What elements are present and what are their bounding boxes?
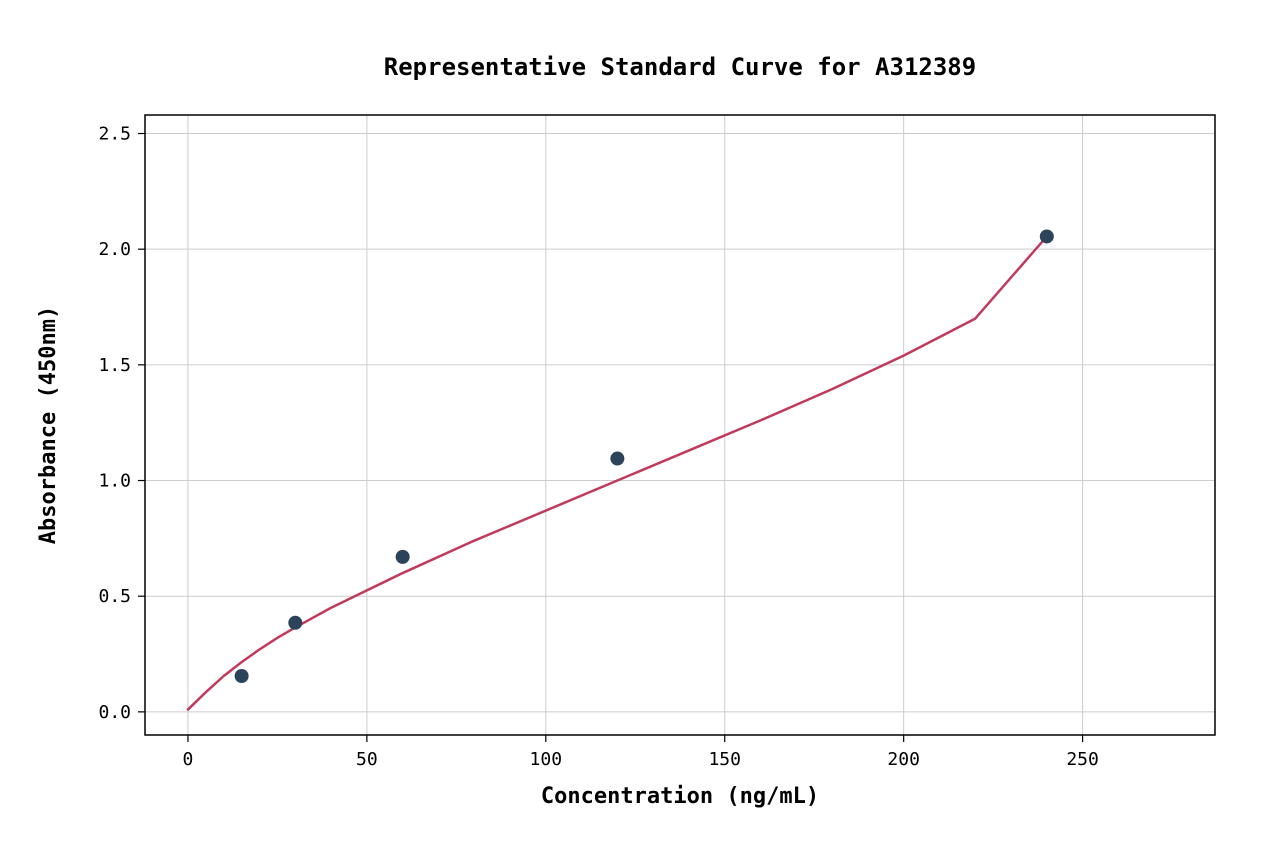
y-tick-label: 2.0 — [98, 239, 131, 260]
y-tick-label: 0.5 — [98, 586, 131, 607]
chart-title: Representative Standard Curve for A31238… — [384, 53, 976, 81]
data-point — [288, 616, 302, 630]
data-point — [396, 550, 410, 564]
data-point — [1040, 229, 1054, 243]
y-axis-label: Absorbance (450nm) — [36, 306, 61, 544]
y-tick-label: 0.0 — [98, 702, 131, 723]
x-tick-label: 150 — [708, 749, 741, 770]
data-point — [235, 669, 249, 683]
x-tick-label: 250 — [1066, 749, 1099, 770]
x-tick-label: 200 — [887, 749, 920, 770]
x-tick-label: 50 — [356, 749, 378, 770]
y-tick-label: 1.0 — [98, 471, 131, 492]
y-tick-label: 2.5 — [98, 124, 131, 145]
y-tick-label: 1.5 — [98, 355, 131, 376]
chart-container: 0 50 100 150 200 250 0.0 0.5 1.0 1.5 2.0 2.5 Represe… — [0, 0, 1280, 845]
standard-curve-chart: 0 50 100 150 200 250 0.0 0.5 1.0 1.5 2.0 2.5 Represe… — [0, 0, 1280, 845]
x-tick-label: 0 — [183, 749, 194, 770]
x-axis-label: Concentration (ng/mL) — [541, 784, 819, 809]
x-tick-label: 100 — [530, 749, 563, 770]
data-point — [610, 452, 624, 466]
